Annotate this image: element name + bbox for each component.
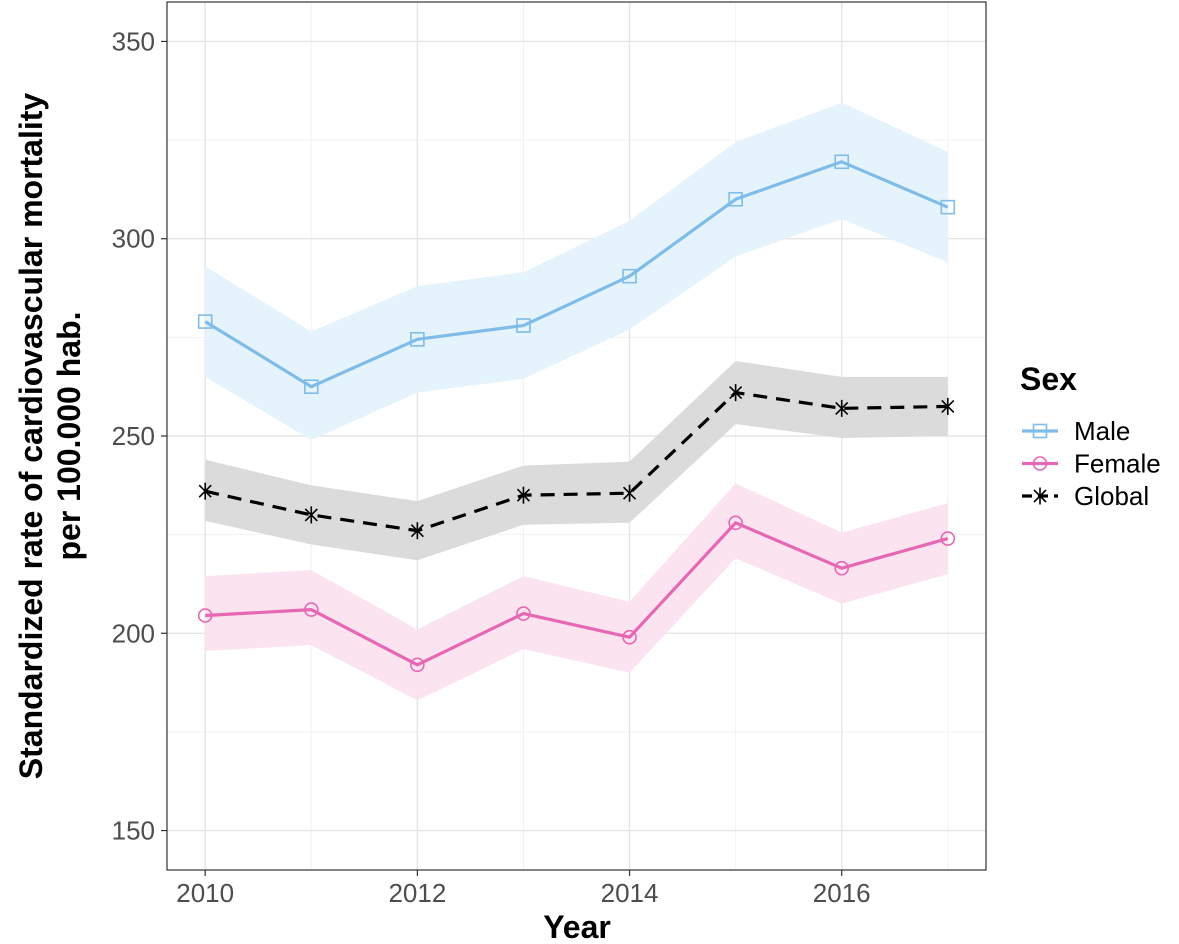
point-female (940, 531, 956, 546)
marker-stroke (304, 508, 318, 522)
y-tick-label: 300 (112, 224, 155, 254)
x-tick-label: 2016 (813, 878, 871, 908)
y-tick-label: 150 (112, 816, 155, 846)
point-global (835, 399, 849, 417)
point-male (410, 332, 425, 347)
legend-title: Sex (1020, 361, 1077, 397)
marker-stroke (622, 486, 637, 500)
marker-stroke (198, 484, 212, 498)
legend-item-female: Female (1022, 449, 1161, 479)
point-male (728, 191, 743, 207)
point-global (410, 522, 424, 540)
point-male (834, 154, 850, 170)
point-global (941, 397, 955, 415)
series-markers (197, 154, 956, 673)
y-axis-title-line-1: Standardized rate of cardiovascular mort… (13, 93, 49, 780)
point-male (622, 268, 637, 284)
legend-item-male: Male (1022, 416, 1130, 446)
y-tick-label: 200 (112, 618, 155, 648)
legend-label-female: Female (1074, 449, 1161, 479)
marker-stroke (835, 401, 849, 415)
legend-item-global: Global (1022, 481, 1149, 511)
marker-stroke (729, 386, 743, 400)
legend-label-male: Male (1074, 416, 1130, 446)
series-lines (204, 160, 949, 667)
y-tick-label: 250 (112, 421, 155, 451)
x-tick-label: 2014 (601, 878, 659, 908)
line-male (204, 160, 949, 389)
point-male (197, 314, 213, 329)
point-female (728, 515, 743, 531)
ribbon-global (205, 361, 948, 561)
y-axis-title-line-2: per 100.000 hab. (51, 311, 87, 560)
point-global (304, 506, 318, 524)
legend-label-global: Global (1074, 481, 1149, 511)
axes: 150 200 250 300 350 2010 2012 2014 2016 (112, 26, 871, 908)
marker-stroke (1033, 489, 1047, 503)
point-female (410, 657, 425, 673)
confidence-ribbons (205, 102, 948, 701)
point-female (516, 606, 531, 621)
ribbon-male (205, 102, 948, 440)
point-global (516, 486, 531, 504)
x-tick-label: 2010 (176, 878, 234, 908)
y-axis-title: Standardized rate of cardiovascular mort… (13, 93, 87, 780)
point-male (516, 318, 531, 333)
legend-key-marker-male (1032, 423, 1048, 439)
ribbon-female (205, 483, 948, 701)
marker-stroke (941, 399, 955, 413)
marker-stroke (410, 524, 424, 538)
point-female (834, 560, 850, 576)
point-global (198, 482, 212, 500)
point-global (622, 484, 637, 502)
line-global (204, 391, 948, 533)
point-female (197, 608, 213, 623)
point-male (303, 379, 319, 394)
point-global (729, 384, 743, 402)
point-female (303, 602, 319, 617)
line-female (205, 521, 949, 667)
legend-key-marker-global (1033, 487, 1047, 505)
point-male (940, 199, 956, 215)
point-female (622, 629, 637, 645)
x-tick-label: 2012 (388, 878, 446, 908)
y-tick-label: 350 (112, 26, 155, 56)
legend-key-marker-female (1032, 456, 1048, 471)
marker-stroke (516, 488, 531, 502)
x-axis-title: Year (543, 909, 611, 944)
